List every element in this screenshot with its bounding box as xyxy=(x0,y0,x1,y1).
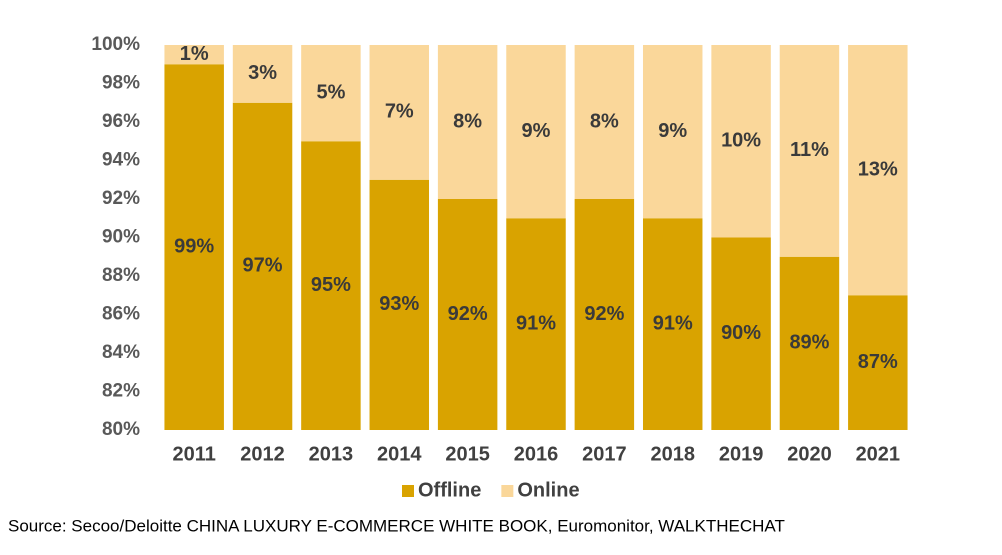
y-tick-label: 84% xyxy=(102,342,140,363)
bar-segment xyxy=(574,45,635,199)
x-tick-label: 2020 xyxy=(787,443,832,465)
y-tick-label: 82% xyxy=(102,381,140,402)
bar-segment xyxy=(711,45,771,238)
value-label: 93% xyxy=(379,293,419,315)
bar-segment xyxy=(164,45,224,65)
y-tick-label: 92% xyxy=(102,188,140,209)
value-label: 8% xyxy=(453,110,482,132)
x-tick-label: 2017 xyxy=(582,443,627,465)
bar-segment xyxy=(164,64,224,430)
x-tick-label: 2016 xyxy=(514,443,559,465)
bar-segment xyxy=(437,45,498,199)
x-tick-label: 2011 xyxy=(172,443,215,465)
bar-segment xyxy=(779,45,840,257)
value-label: 89% xyxy=(789,332,829,354)
source: Source: Secoo/Deloitte CHINA LUXURY E-CO… xyxy=(8,516,785,535)
value-label: 7% xyxy=(385,101,414,123)
bar-segment xyxy=(301,45,361,142)
y-tick-label: 90% xyxy=(102,227,140,248)
x-tick-label: 2012 xyxy=(240,443,285,465)
bar-segment xyxy=(642,218,703,430)
value-label: 1% xyxy=(180,43,209,65)
x-tick-label: 2015 xyxy=(445,443,490,465)
value-label: 92% xyxy=(584,303,624,325)
value-label: 91% xyxy=(516,312,556,334)
bar-segment xyxy=(779,256,840,430)
value-label: 11% xyxy=(790,139,829,161)
value-label: 95% xyxy=(311,274,351,296)
y-tick-label: 86% xyxy=(102,304,140,325)
bar-segment xyxy=(301,141,361,430)
x-tick-label: 2018 xyxy=(650,443,695,465)
value-label: 90% xyxy=(721,322,761,344)
legend-swatch xyxy=(501,485,514,497)
value-label: 5% xyxy=(316,81,345,103)
bar-segment xyxy=(369,179,430,430)
legend-swatch xyxy=(402,485,414,497)
value-label: 10% xyxy=(721,130,761,152)
value-label: 97% xyxy=(243,255,283,277)
bar-segment xyxy=(848,45,908,296)
y-tick-label: 96% xyxy=(102,111,140,132)
value-label: 9% xyxy=(658,120,687,142)
y-tick-label: 100% xyxy=(91,34,140,55)
bar-segment xyxy=(642,45,703,219)
x-tick-label: 2014 xyxy=(377,443,422,465)
value-label: 92% xyxy=(448,303,488,325)
y-tick-label: 80% xyxy=(102,419,140,440)
legend-label: Offline xyxy=(418,479,481,501)
bar-segment xyxy=(506,45,566,219)
y-tick-label: 88% xyxy=(102,265,140,286)
value-label: 87% xyxy=(858,351,898,373)
x-tick-label: 2021 xyxy=(856,443,901,465)
x-tick-label: 2013 xyxy=(309,443,354,465)
y-tick-label: 98% xyxy=(102,73,140,94)
bar-segment xyxy=(574,199,635,430)
bar-segment xyxy=(506,218,566,430)
legend-label: Online xyxy=(517,479,579,501)
value-label: 8% xyxy=(590,110,619,132)
bar-segment xyxy=(369,45,430,180)
x-tick-label: 2019 xyxy=(719,443,764,465)
bar-segment xyxy=(232,102,293,430)
bar-segment xyxy=(232,45,293,103)
y-tick-label: 94% xyxy=(102,150,140,171)
value-label: 99% xyxy=(174,235,214,257)
value-label: 9% xyxy=(522,120,551,142)
bar-segment xyxy=(711,237,771,430)
value-label: 13% xyxy=(858,158,898,180)
value-label: 3% xyxy=(248,62,277,84)
bar-segment xyxy=(848,295,908,430)
bar-segment xyxy=(437,199,498,430)
value-label: 91% xyxy=(653,312,693,334)
